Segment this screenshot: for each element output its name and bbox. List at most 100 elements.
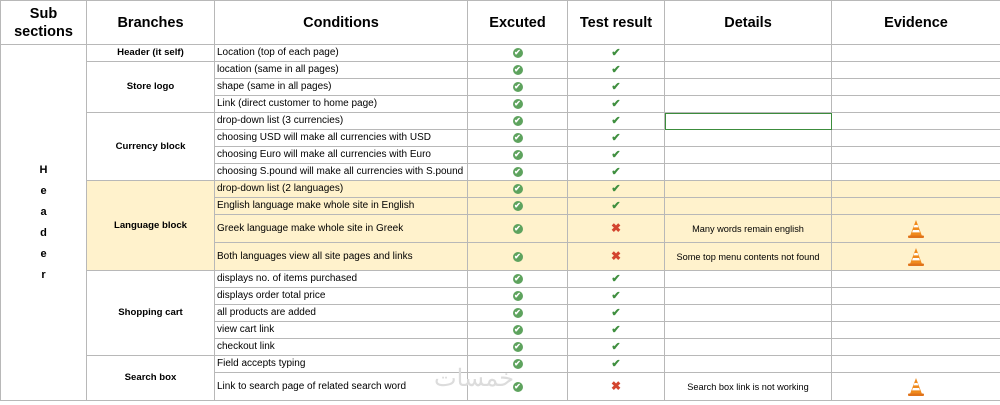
evidence-cell[interactable] (831, 95, 1000, 113)
condition-cell[interactable]: Location (top of each page) (214, 44, 468, 62)
evidence-cell[interactable] (831, 321, 1000, 339)
executed-cell[interactable]: ✔ (467, 270, 568, 288)
evidence-cell[interactable] (831, 304, 1000, 322)
details-cell[interactable] (664, 197, 832, 215)
details-cell[interactable] (664, 95, 832, 113)
traffic-cone-icon[interactable] (907, 219, 925, 238)
details-cell[interactable]: Some top menu contents not found (664, 242, 832, 271)
evidence-cell[interactable] (831, 338, 1000, 356)
test-result-cell[interactable]: ✖ (567, 214, 665, 243)
branch-cell[interactable]: Currency block (86, 112, 215, 181)
header-branches[interactable]: Branches (86, 0, 215, 45)
details-cell[interactable] (664, 321, 832, 339)
details-cell[interactable] (664, 129, 832, 147)
executed-cell[interactable]: ✔ (467, 61, 568, 79)
details-cell[interactable] (664, 78, 832, 96)
executed-cell[interactable]: ✔ (467, 304, 568, 322)
executed-cell[interactable]: ✔ (467, 214, 568, 243)
executed-cell[interactable]: ✔ (467, 372, 568, 401)
evidence-cell[interactable] (831, 44, 1000, 62)
condition-cell[interactable]: choosing S.pound will make all currencie… (214, 163, 468, 181)
condition-cell[interactable]: checkout link (214, 338, 468, 356)
executed-cell[interactable]: ✔ (467, 129, 568, 147)
header-executed[interactable]: Excuted (467, 0, 568, 45)
condition-cell[interactable]: drop-down list (3 currencies) (214, 112, 468, 130)
condition-cell[interactable]: English language make whole site in Engl… (214, 197, 468, 215)
executed-cell[interactable]: ✔ (467, 355, 568, 373)
header-conditions[interactable]: Conditions (214, 0, 468, 45)
executed-cell[interactable]: ✔ (467, 287, 568, 305)
evidence-cell[interactable] (831, 214, 1000, 243)
condition-cell[interactable]: Link (direct customer to home page) (214, 95, 468, 113)
evidence-cell[interactable] (831, 163, 1000, 181)
test-result-cell[interactable]: ✔ (567, 321, 665, 339)
test-result-cell[interactable]: ✔ (567, 304, 665, 322)
test-result-cell[interactable]: ✖ (567, 372, 665, 401)
condition-cell[interactable]: location (same in all pages) (214, 61, 468, 79)
test-result-cell[interactable]: ✔ (567, 270, 665, 288)
evidence-cell[interactable] (831, 242, 1000, 271)
details-cell[interactable] (664, 44, 832, 62)
traffic-cone-icon[interactable] (907, 377, 925, 396)
condition-cell[interactable]: Both languages view all site pages and l… (214, 242, 468, 271)
condition-cell[interactable]: drop-down list (2 languages) (214, 180, 468, 198)
evidence-cell[interactable] (831, 355, 1000, 373)
evidence-cell[interactable] (831, 270, 1000, 288)
branch-cell[interactable]: Shopping cart (86, 270, 215, 356)
details-cell[interactable] (664, 287, 832, 305)
test-result-cell[interactable]: ✔ (567, 287, 665, 305)
traffic-cone-icon[interactable] (907, 247, 925, 266)
executed-cell[interactable]: ✔ (467, 197, 568, 215)
condition-cell[interactable]: Greek language make whole site in Greek (214, 214, 468, 243)
branch-cell[interactable]: Header (it self) (86, 44, 215, 62)
evidence-cell[interactable] (831, 180, 1000, 198)
executed-cell[interactable]: ✔ (467, 321, 568, 339)
evidence-cell[interactable] (831, 61, 1000, 79)
details-cell[interactable] (664, 304, 832, 322)
test-result-cell[interactable]: ✔ (567, 146, 665, 164)
executed-cell[interactable]: ✔ (467, 242, 568, 271)
test-result-cell[interactable]: ✔ (567, 61, 665, 79)
test-result-cell[interactable]: ✔ (567, 95, 665, 113)
condition-cell[interactable]: choosing Euro will make all currencies w… (214, 146, 468, 164)
details-cell[interactable]: Search box link is not working (664, 372, 832, 401)
details-cell[interactable] (664, 355, 832, 373)
details-cell[interactable]: Many words remain english (664, 214, 832, 243)
header-test-result[interactable]: Test result (567, 0, 665, 45)
details-cell[interactable] (664, 338, 832, 356)
evidence-cell[interactable] (831, 146, 1000, 164)
branch-cell[interactable]: Store logo (86, 61, 215, 113)
condition-cell[interactable]: displays order total price (214, 287, 468, 305)
condition-cell[interactable]: all products are added (214, 304, 468, 322)
condition-cell[interactable]: Field accepts typing (214, 355, 468, 373)
details-cell[interactable] (664, 112, 832, 130)
executed-cell[interactable]: ✔ (467, 338, 568, 356)
test-result-cell[interactable]: ✔ (567, 197, 665, 215)
executed-cell[interactable]: ✔ (467, 78, 568, 96)
condition-cell[interactable]: choosing USD will make all currencies wi… (214, 129, 468, 147)
test-result-cell[interactable]: ✔ (567, 78, 665, 96)
evidence-cell[interactable] (831, 197, 1000, 215)
executed-cell[interactable]: ✔ (467, 180, 568, 198)
details-cell[interactable] (664, 146, 832, 164)
branch-cell[interactable]: Language block (86, 180, 215, 271)
evidence-cell[interactable] (831, 78, 1000, 96)
test-result-cell[interactable]: ✔ (567, 112, 665, 130)
details-cell[interactable] (664, 61, 832, 79)
executed-cell[interactable]: ✔ (467, 163, 568, 181)
test-result-cell[interactable]: ✔ (567, 163, 665, 181)
test-result-cell[interactable]: ✔ (567, 129, 665, 147)
details-cell[interactable] (664, 163, 832, 181)
evidence-cell[interactable] (831, 112, 1000, 130)
evidence-cell[interactable] (831, 129, 1000, 147)
header-sub-sections[interactable]: Sub sections (0, 0, 87, 45)
test-result-cell[interactable]: ✔ (567, 180, 665, 198)
evidence-cell[interactable] (831, 372, 1000, 401)
executed-cell[interactable]: ✔ (467, 146, 568, 164)
condition-cell[interactable]: view cart link (214, 321, 468, 339)
test-result-cell[interactable]: ✖ (567, 242, 665, 271)
condition-cell[interactable]: displays no. of items purchased (214, 270, 468, 288)
header-details[interactable]: Details (664, 0, 832, 45)
test-result-cell[interactable]: ✔ (567, 355, 665, 373)
condition-cell[interactable]: Link to search page of related search wo… (214, 372, 468, 401)
